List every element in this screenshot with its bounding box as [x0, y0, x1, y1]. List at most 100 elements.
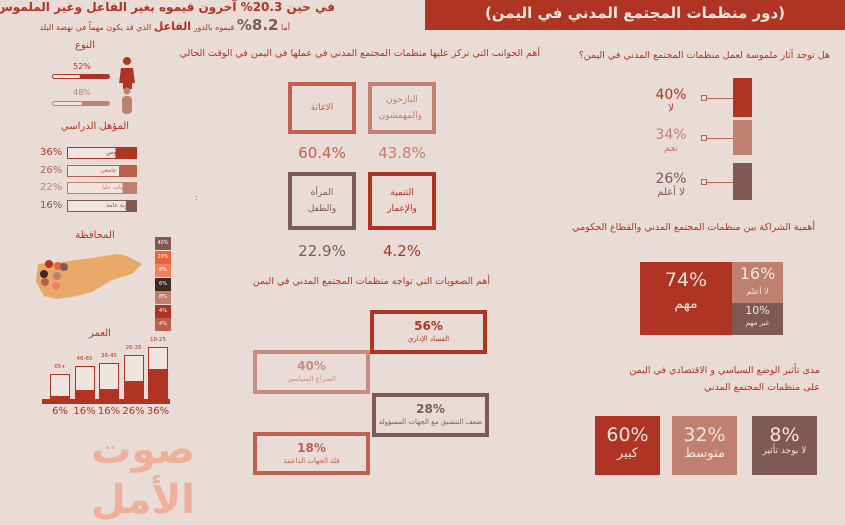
age-label: 46-65 [76, 356, 93, 362]
difficulty-label: قلة الجهات الداعمة [283, 457, 340, 465]
age-label: 18-25 [150, 337, 166, 343]
intro-text: الذي قد يكون مهماً في نهضة البلد [39, 23, 152, 32]
difficulty-box: 40% الصراع السياسي [253, 350, 370, 394]
person-icon [119, 57, 135, 114]
impact-pct: 34% [655, 126, 687, 143]
age-bar [74, 366, 95, 399]
age-pct: 6% [52, 406, 68, 417]
aspect-box: الاغاثة [288, 82, 356, 134]
education-label: ثانوية عامة [106, 201, 133, 209]
pct: 16% [739, 264, 776, 283]
impact-pct: 26% [655, 170, 687, 187]
education-bar: دراسات عليا [67, 182, 137, 194]
intro-text: قيموه بالدور [193, 23, 235, 32]
governorate-legend-item: 40% [155, 237, 171, 250]
influence-pct: 32% [683, 424, 726, 446]
difficulty-label: ضعف التنسيق مع الجهات المسؤولة [378, 418, 483, 426]
age-label: 26-35 [125, 345, 142, 351]
influence-box: 8% لا يوجد تأثير [752, 416, 817, 475]
influence-label: لا يوجد تأثير [762, 446, 807, 456]
difficulty-pct: 18% [297, 441, 326, 455]
governorate-legend-item: 8% [155, 291, 171, 304]
governorate-title: المحافظة [75, 230, 115, 241]
connector-dot [701, 178, 707, 185]
age-bar [123, 355, 144, 399]
impact-pct: 40% [655, 86, 687, 103]
difficulty-label: الصراع السياسي [287, 375, 336, 383]
aspect-box: النازحون والمهمشون [368, 82, 436, 134]
pct: 10% [745, 304, 770, 317]
impact-bar [733, 163, 752, 200]
aspects-title: أهم الجوانب التي تركز عليها منظمات المجت… [179, 48, 540, 59]
education-label: طالب جامعي [100, 166, 133, 174]
partnership-not-important: 10% غير مهم [732, 303, 783, 335]
connector-dot [701, 134, 707, 141]
aspect-label: المرأة والطفل [307, 188, 337, 214]
age-title: العمر [89, 328, 111, 339]
influence-pct: 60% [606, 424, 649, 446]
influence-box: 60% كبير [595, 416, 660, 475]
gender-male-bar [52, 74, 110, 79]
label: غير مهم [745, 319, 770, 327]
label: مهم [674, 296, 698, 312]
aspect-label: الاغاثة [310, 103, 334, 113]
header-title: (دور منظمات المجتمع المدني في اليمن) [484, 4, 786, 22]
education-label: دراسات عليا [102, 184, 133, 191]
governorate-legend-item: 20% [155, 250, 171, 264]
influence-box: 32% متوسط [672, 416, 737, 475]
gender-male-pct: 52% [73, 62, 91, 71]
education-pct: 26% [40, 164, 63, 176]
influence-label: متوسط [684, 446, 725, 461]
education-title: المؤهل الدراسي [60, 121, 130, 132]
age-label: 65+ [54, 364, 66, 370]
intro-pct: 8.2% [236, 16, 279, 34]
influence-pct: 8% [769, 424, 800, 446]
aspect-label: النازحون والمهمشون [378, 95, 422, 121]
education-label: بكالوريوس [106, 149, 133, 156]
impact-bar [733, 120, 752, 155]
governorate-legend-item: 6% [155, 277, 171, 291]
difficulty-box: 28% ضعف التنسيق مع الجهات المسؤولة [372, 393, 489, 437]
intro-text: أما [281, 23, 290, 32]
age-pct: 26% [122, 406, 145, 417]
aspect-pct: 22.9% [298, 242, 346, 260]
influence-label: كبير [616, 446, 639, 461]
aspect-box: المرأة والطفل [288, 172, 356, 230]
governorate-legend-item: 4% [155, 318, 171, 331]
intro-line-1: في حين 20.3% آخرون قيموه بغير الفاعل وغي… [0, 0, 335, 14]
governorate-legend-item: 8% [155, 264, 171, 277]
age-pct: 36% [146, 406, 170, 417]
partnership-important: 74% مهم [640, 262, 732, 335]
age-pct: 16% [73, 406, 96, 417]
connector-line [706, 97, 733, 99]
difficulties-title: أهم الصعوبات التي تواجه منظمات المجتمع ا… [252, 276, 490, 287]
age-label: 36-45 [101, 353, 117, 359]
impact-bar [733, 78, 752, 117]
age-pct: 16% [97, 406, 121, 417]
pct: 74% [664, 269, 708, 291]
gender-female-pct: 48% [73, 88, 91, 97]
gender-title: النوع [75, 40, 95, 51]
label: لا أعلم [746, 287, 769, 296]
education-pct: 22% [40, 182, 63, 193]
education-bar: بكالوريوس [67, 147, 137, 159]
connector-line [706, 181, 733, 183]
governorate-legend-item: 4% [155, 304, 171, 318]
intro-line-2: أما 8.2% قيموه بالدور الفاعل الذي قد يكو… [20, 16, 290, 34]
partnership-title: أهمية الشراكة بين منظمات المجتمع المدني … [572, 222, 815, 233]
aspect-pct: 60.4% [298, 144, 346, 162]
aspect-pct: 4.2% [382, 242, 422, 260]
gender-female-bar [52, 101, 110, 106]
connector-line [706, 137, 733, 139]
watermark-logo: صوت الأمل [91, 427, 195, 523]
difficulty-pct: 40% [297, 359, 326, 373]
difficulty-label: الفساد الإداري [407, 335, 450, 343]
difficulty-pct: 56% [414, 319, 443, 333]
connector-dot [701, 94, 707, 101]
yemen-map [36, 254, 142, 299]
aspect-label: التنمية والإعمار [387, 188, 417, 214]
aspect-box: التنمية والإعمار [368, 172, 436, 230]
impact-label: لا [668, 102, 674, 114]
header-banner: (دور منظمات المجتمع المدني في اليمن) [425, 0, 845, 30]
partnership-dont-know: 16% لا أعلم [732, 262, 783, 303]
